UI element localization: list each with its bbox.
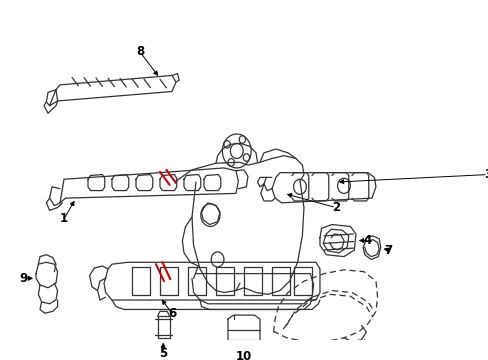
Text: 6: 6 xyxy=(167,307,176,320)
Text: 3: 3 xyxy=(483,168,488,181)
Text: 1: 1 xyxy=(60,212,68,225)
Text: 4: 4 xyxy=(363,234,371,247)
Text: 2: 2 xyxy=(331,201,339,214)
Text: 5: 5 xyxy=(159,347,167,360)
Text: 8: 8 xyxy=(136,45,144,58)
Text: 10: 10 xyxy=(235,350,252,360)
Text: 9: 9 xyxy=(20,272,28,285)
Text: 7: 7 xyxy=(384,243,392,257)
